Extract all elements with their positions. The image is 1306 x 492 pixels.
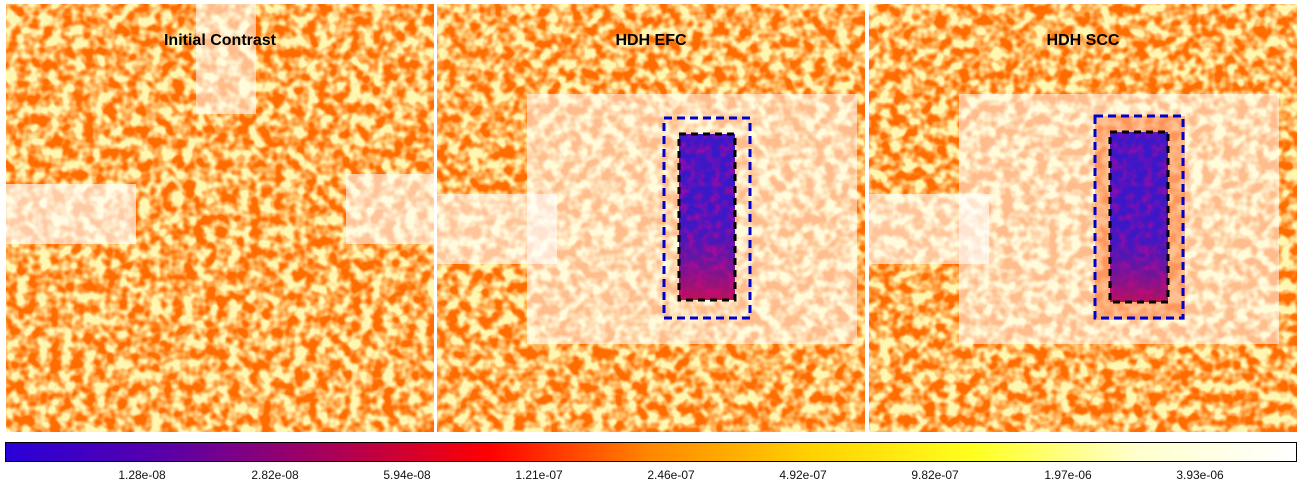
colorbar-tick-label: 5.94e-08 bbox=[383, 468, 431, 482]
panel-hdh-scc: HDH SCC bbox=[869, 4, 1297, 432]
colorbar-tick-label: 1.97e-06 bbox=[1044, 468, 1092, 482]
panel-title: HDH SCC bbox=[1046, 32, 1120, 49]
inner-dashed-box bbox=[1108, 130, 1170, 304]
outer-dashed-box bbox=[662, 116, 752, 320]
colorbar bbox=[5, 442, 1297, 462]
colorbar-tick-label: 4.92e-07 bbox=[779, 468, 827, 482]
colorbar-tick-label: 2.82e-08 bbox=[251, 468, 299, 482]
panel-title: Initial Contrast bbox=[163, 32, 276, 49]
inner-dashed-box bbox=[677, 132, 737, 302]
speckle-image-scc bbox=[869, 4, 1297, 432]
outer-dashed-box bbox=[1093, 114, 1185, 320]
colorbar-tick-label: 3.93e-06 bbox=[1176, 468, 1224, 482]
panel-initial-contrast: Initial Contrast bbox=[6, 4, 434, 432]
panel-title: HDH EFC bbox=[615, 32, 687, 49]
speckle-image-efc bbox=[437, 4, 865, 432]
colorbar-tick-label: 2.46e-07 bbox=[647, 468, 695, 482]
speckle-image-initial bbox=[6, 4, 434, 432]
panel-hdh-efc: HDH EFC bbox=[437, 4, 865, 432]
colorbar-tick-label: 1.28e-08 bbox=[118, 468, 166, 482]
colorbar-tick-label: 9.82e-07 bbox=[911, 468, 959, 482]
colorbar-tick-label: 1.21e-07 bbox=[515, 468, 563, 482]
colorbar-tick-labels: 1.28e-08 2.82e-08 5.94e-08 1.21e-07 2.46e-07… bbox=[5, 468, 1297, 484]
